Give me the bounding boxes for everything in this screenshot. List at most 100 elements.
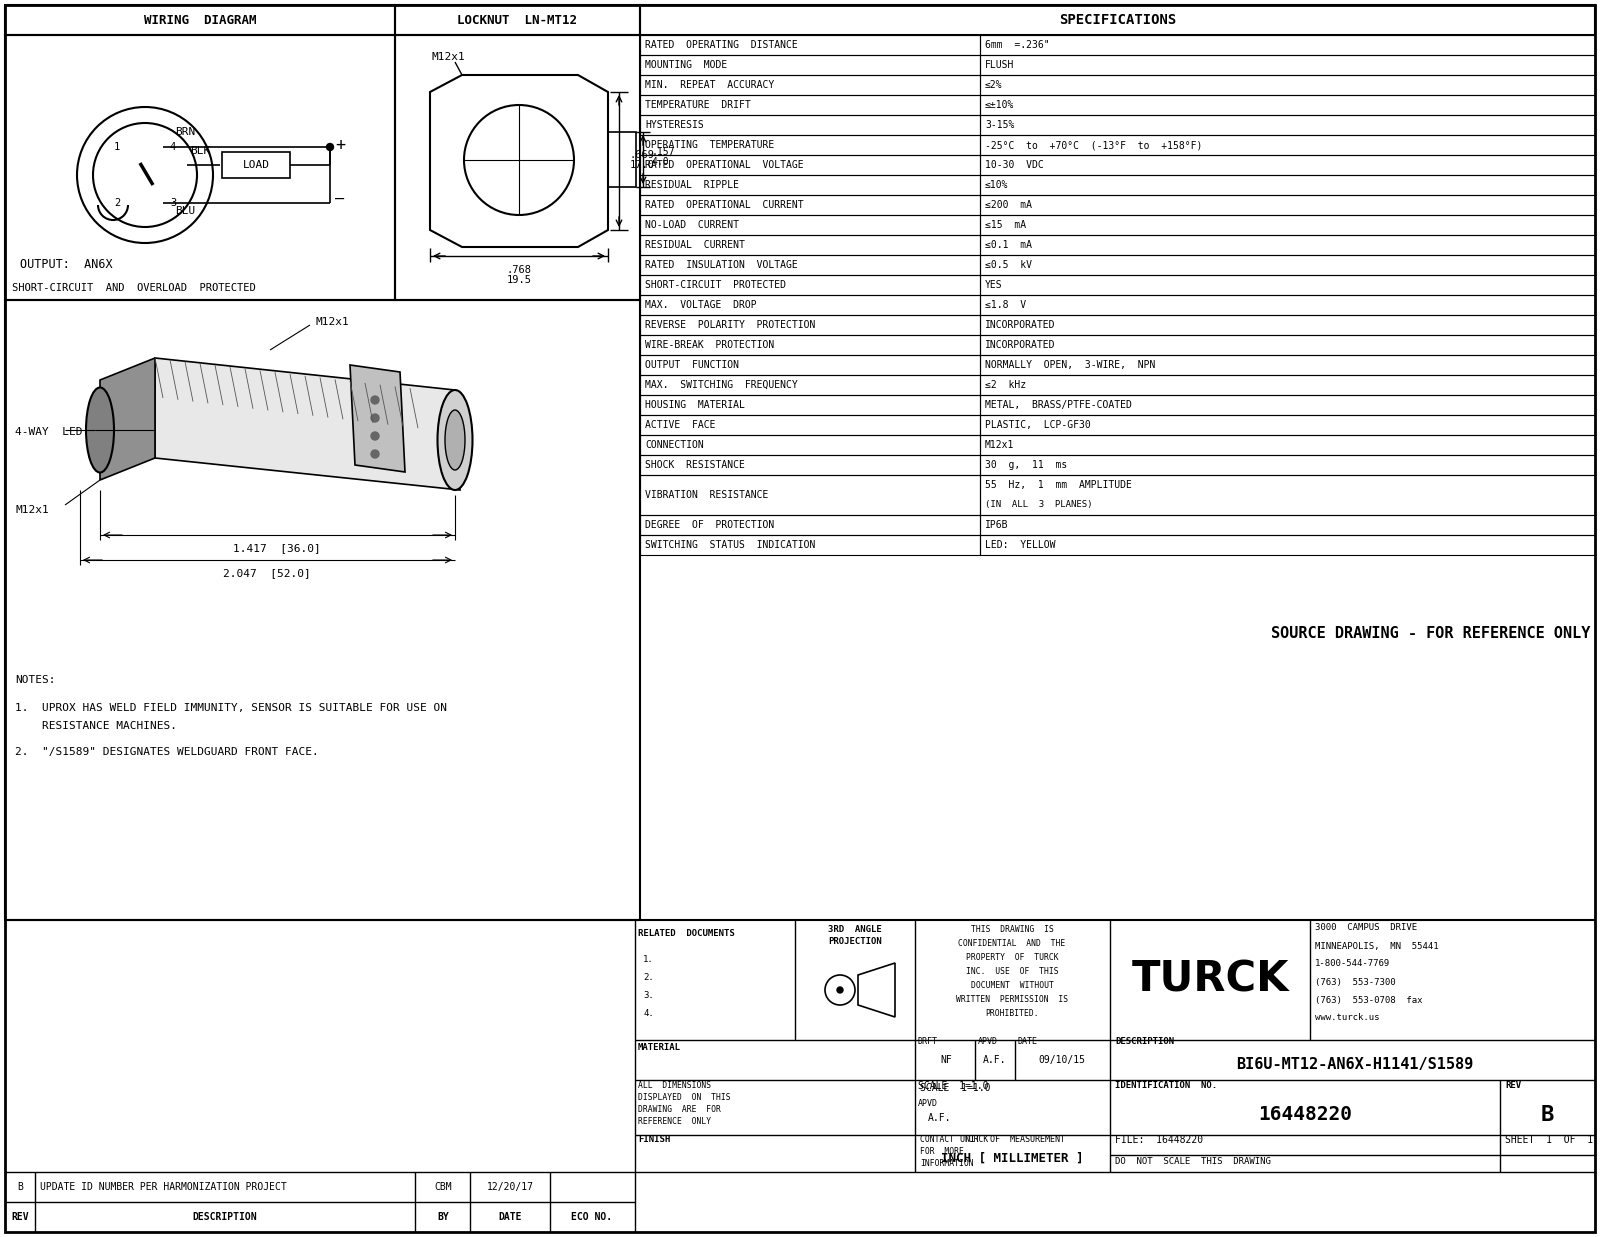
Text: NF: NF: [941, 1055, 952, 1065]
Text: OUTPUT  FUNCTION: OUTPUT FUNCTION: [645, 360, 739, 370]
Text: 3000  CAMPUS  DRIVE: 3000 CAMPUS DRIVE: [1315, 924, 1418, 933]
Text: BRN: BRN: [174, 127, 195, 137]
Text: 12/20/17: 12/20/17: [486, 1183, 533, 1192]
Text: REFERENCE  ONLY: REFERENCE ONLY: [638, 1117, 710, 1127]
Text: DESCRIPTION: DESCRIPTION: [1115, 1038, 1174, 1047]
Bar: [640, 35, 979, 54]
Text: MINNEAPOLIS,  MN  55441: MINNEAPOLIS, MN 55441: [1315, 941, 1438, 950]
Text: 55  Hz,  1  mm  AMPLITUDE: 55 Hz, 1 mm AMPLITUDE: [986, 480, 1131, 490]
Bar: [979, 54, 1595, 75]
Bar: [979, 534, 1595, 555]
Text: 3.: 3.: [643, 992, 654, 1001]
Bar: [640, 275, 979, 294]
Text: REV: REV: [1506, 1080, 1522, 1090]
Text: 1.417  [36.0]: 1.417 [36.0]: [234, 543, 322, 553]
Bar: [640, 54, 979, 75]
Text: INCORPORATED: INCORPORATED: [986, 340, 1056, 350]
Text: RESIDUAL  RIPPLE: RESIDUAL RIPPLE: [645, 181, 739, 190]
Text: -25°C  to  +70°C  (-13°F  to  +158°F): -25°C to +70°C (-13°F to +158°F): [986, 140, 1202, 150]
Text: TURCK: TURCK: [1131, 959, 1288, 1001]
Bar: [979, 435, 1595, 455]
Text: ≤200  mA: ≤200 mA: [986, 200, 1032, 210]
Text: CBM: CBM: [434, 1183, 451, 1192]
Bar: [979, 414, 1595, 435]
Text: CONTACT  TURCK: CONTACT TURCK: [920, 1136, 989, 1144]
Text: 4.: 4.: [643, 1009, 654, 1018]
Text: (763)  553-0708  fax: (763) 553-0708 fax: [1315, 996, 1422, 1004]
Text: OPERATING  TEMPERATURE: OPERATING TEMPERATURE: [645, 140, 774, 150]
Text: PLASTIC,  LCP-GF30: PLASTIC, LCP-GF30: [986, 421, 1091, 430]
Text: 3RD  ANGLE: 3RD ANGLE: [829, 925, 882, 934]
Text: IP6B: IP6B: [986, 520, 1008, 529]
Text: 3-15%: 3-15%: [986, 120, 1014, 130]
Text: www.turck.us: www.turck.us: [1315, 1013, 1379, 1023]
Text: –: –: [334, 190, 344, 205]
Bar: [640, 135, 979, 155]
Text: NO-LOAD  CURRENT: NO-LOAD CURRENT: [645, 220, 739, 230]
Text: 1: 1: [114, 142, 120, 152]
Text: INCH [ MILLIMETER ]: INCH [ MILLIMETER ]: [941, 1152, 1083, 1164]
Bar: [979, 35, 1595, 54]
Text: 2: 2: [114, 198, 120, 208]
Text: RELATED  DOCUMENTS: RELATED DOCUMENTS: [638, 929, 734, 938]
Bar: [640, 215, 979, 235]
Bar: [640, 95, 979, 115]
Bar: [640, 414, 979, 435]
Text: BLK: BLK: [190, 146, 210, 156]
Text: SOURCE DRAWING - FOR REFERENCE ONLY: SOURCE DRAWING - FOR REFERENCE ONLY: [1270, 626, 1590, 641]
Text: MOUNTING  MODE: MOUNTING MODE: [645, 61, 728, 71]
Text: DRFT: DRFT: [918, 1038, 938, 1047]
Polygon shape: [99, 357, 155, 480]
Text: THIS  DRAWING  IS: THIS DRAWING IS: [971, 925, 1053, 934]
Bar: [979, 355, 1595, 375]
Bar: [640, 475, 979, 515]
Bar: [640, 5, 1595, 35]
Text: WRITTEN  PERMISSION  IS: WRITTEN PERMISSION IS: [955, 996, 1069, 1004]
Text: DATE: DATE: [1018, 1038, 1037, 1047]
Text: 10-30  VDC: 10-30 VDC: [986, 160, 1043, 169]
Text: APVD: APVD: [978, 1038, 998, 1047]
Text: SHORT-CIRCUIT  PROTECTED: SHORT-CIRCUIT PROTECTED: [645, 280, 786, 289]
Circle shape: [837, 987, 843, 993]
Text: ≤15  mA: ≤15 mA: [986, 220, 1026, 230]
Text: FINISH: FINISH: [638, 1136, 670, 1144]
Polygon shape: [350, 365, 405, 473]
Text: (763)  553-7300: (763) 553-7300: [1315, 977, 1395, 986]
Polygon shape: [155, 357, 461, 490]
Text: ECO NO.: ECO NO.: [571, 1212, 613, 1222]
Bar: [640, 534, 979, 555]
Text: ALL  DIMENSIONS: ALL DIMENSIONS: [638, 1081, 710, 1091]
Text: ≤2  kHz: ≤2 kHz: [986, 380, 1026, 390]
Text: CONNECTION: CONNECTION: [645, 440, 704, 450]
Bar: [222, 152, 290, 178]
Bar: [979, 155, 1595, 174]
Bar: [640, 375, 979, 395]
Bar: [640, 294, 979, 315]
Text: ≤1.8  V: ≤1.8 V: [986, 301, 1026, 310]
Text: INC.  USE  OF  THIS: INC. USE OF THIS: [966, 967, 1058, 976]
Text: BY: BY: [437, 1212, 450, 1222]
Bar: [640, 75, 979, 95]
Text: APVD: APVD: [918, 1100, 938, 1108]
Text: LOCKNUT  LN-MT12: LOCKNUT LN-MT12: [458, 14, 578, 26]
Text: 1-800-544-7769: 1-800-544-7769: [1315, 960, 1390, 969]
Circle shape: [371, 414, 379, 422]
Text: FILE:  16448220: FILE: 16448220: [1115, 1136, 1203, 1145]
Text: FLUSH: FLUSH: [986, 61, 1014, 71]
Text: ≤±10%: ≤±10%: [986, 100, 1014, 110]
Text: SHEET  1  OF  1: SHEET 1 OF 1: [1506, 1136, 1594, 1145]
Text: 16448220: 16448220: [1258, 1106, 1352, 1124]
Bar: [979, 294, 1595, 315]
Bar: [979, 275, 1595, 294]
Bar: [640, 195, 979, 215]
Bar: [640, 155, 979, 174]
Bar: [979, 315, 1595, 335]
Text: PROPERTY  OF  TURCK: PROPERTY OF TURCK: [966, 954, 1058, 962]
Bar: [979, 215, 1595, 235]
Text: M12x1: M12x1: [315, 317, 349, 327]
Text: LOAD: LOAD: [243, 160, 269, 169]
Text: A.F.: A.F.: [984, 1055, 1006, 1065]
Text: DESCRIPTION: DESCRIPTION: [192, 1212, 258, 1222]
Text: SHOCK  RESISTANCE: SHOCK RESISTANCE: [645, 460, 746, 470]
Text: MATERIAL: MATERIAL: [638, 1044, 682, 1053]
